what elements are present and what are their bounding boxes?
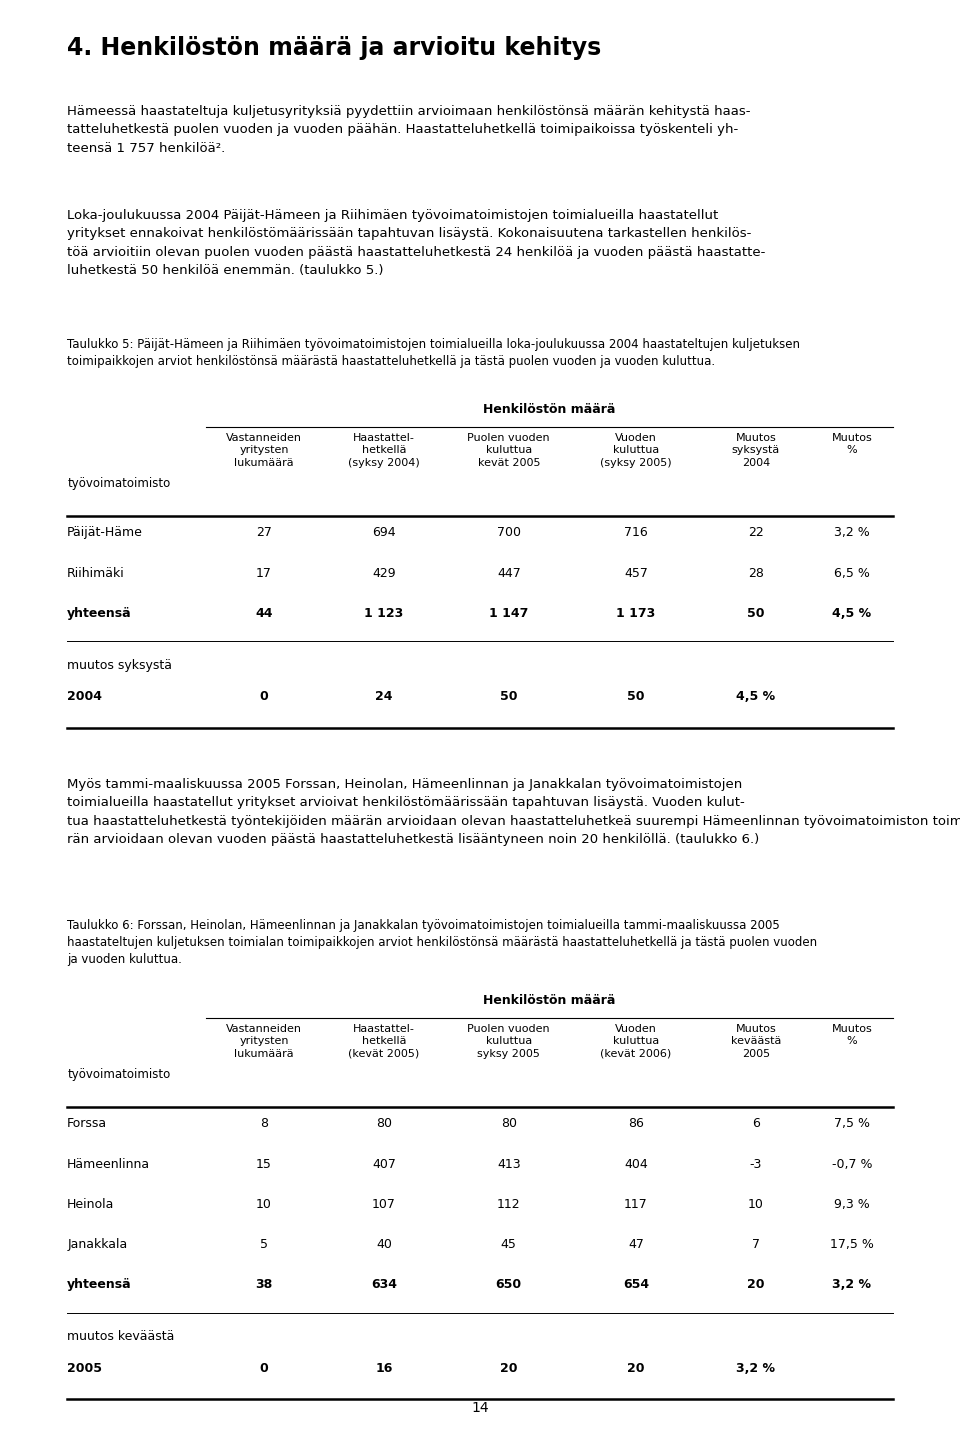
- Text: 47: 47: [628, 1238, 644, 1251]
- Text: 457: 457: [624, 567, 648, 580]
- Text: Muutos
keväästä
2005: Muutos keväästä 2005: [731, 1024, 781, 1058]
- Text: Vastanneiden
yritysten
lukumäärä: Vastanneiden yritysten lukumäärä: [226, 433, 302, 467]
- Text: Taulukko 6: Forssan, Heinolan, Hämeenlinnan ja Janakkalan työvoimatoimistojen to: Taulukko 6: Forssan, Heinolan, Hämeenlin…: [67, 919, 817, 966]
- Text: 4. Henkilöstön määrä ja arvioitu kehitys: 4. Henkilöstön määrä ja arvioitu kehitys: [67, 36, 602, 60]
- Text: 447: 447: [497, 567, 520, 580]
- Text: Forssa: Forssa: [67, 1117, 108, 1130]
- Text: Muutos
syksystä
2004: Muutos syksystä 2004: [732, 433, 780, 467]
- Text: 112: 112: [497, 1198, 520, 1211]
- Text: 650: 650: [495, 1278, 522, 1291]
- Text: 6,5 %: 6,5 %: [834, 567, 870, 580]
- Text: Hämeessä haastateltuja kuljetusyrityksiä pyydettiin arvioimaan henkilöstönsä mää: Hämeessä haastateltuja kuljetusyrityksiä…: [67, 105, 751, 155]
- Text: 44: 44: [255, 607, 273, 620]
- Text: 15: 15: [256, 1158, 272, 1171]
- Text: 654: 654: [623, 1278, 649, 1291]
- Text: Janakkala: Janakkala: [67, 1238, 128, 1251]
- Text: 40: 40: [376, 1238, 392, 1251]
- Text: Henkilöstön määrä: Henkilöstön määrä: [484, 994, 615, 1007]
- Text: muutos syksystä: muutos syksystä: [67, 659, 172, 672]
- Text: 38: 38: [255, 1278, 273, 1291]
- Text: 10: 10: [256, 1198, 272, 1211]
- Text: 3,2 %: 3,2 %: [834, 526, 870, 539]
- Text: 634: 634: [371, 1278, 397, 1291]
- Text: yhteensä: yhteensä: [67, 607, 132, 620]
- Text: 7: 7: [752, 1238, 760, 1251]
- Text: 16: 16: [375, 1362, 393, 1375]
- Text: 50: 50: [627, 690, 645, 703]
- Text: Haastattel-
hetkellä
(syksy 2004): Haastattel- hetkellä (syksy 2004): [348, 433, 420, 467]
- Text: 86: 86: [628, 1117, 644, 1130]
- Text: 17,5 %: 17,5 %: [830, 1238, 874, 1251]
- Text: 7,5 %: 7,5 %: [834, 1117, 870, 1130]
- Text: 407: 407: [372, 1158, 396, 1171]
- Text: 4,5 %: 4,5 %: [736, 690, 776, 703]
- Text: 3,2 %: 3,2 %: [736, 1362, 776, 1375]
- Text: Henkilöstön määrä: Henkilöstön määrä: [484, 403, 615, 416]
- Text: 2004: 2004: [67, 690, 102, 703]
- Text: 716: 716: [624, 526, 648, 539]
- Text: Hämeenlinna: Hämeenlinna: [67, 1158, 151, 1171]
- Text: Puolen vuoden
kuluttua
kevät 2005: Puolen vuoden kuluttua kevät 2005: [468, 433, 550, 467]
- Text: 4,5 %: 4,5 %: [832, 607, 872, 620]
- Text: -0,7 %: -0,7 %: [831, 1158, 873, 1171]
- Text: 80: 80: [501, 1117, 516, 1130]
- Text: 0: 0: [259, 690, 269, 703]
- Text: Puolen vuoden
kuluttua
syksy 2005: Puolen vuoden kuluttua syksy 2005: [468, 1024, 550, 1058]
- Text: 117: 117: [624, 1198, 648, 1211]
- Text: Myös tammi-maaliskuussa 2005 Forssan, Heinolan, Hämeenlinnan ja Janakkalan työvo: Myös tammi-maaliskuussa 2005 Forssan, He…: [67, 778, 960, 847]
- Text: 1 173: 1 173: [616, 607, 656, 620]
- Text: 107: 107: [372, 1198, 396, 1211]
- Text: 22: 22: [748, 526, 764, 539]
- Text: työvoimatoimisto: työvoimatoimisto: [67, 477, 171, 490]
- Text: Vuoden
kuluttua
(kevät 2006): Vuoden kuluttua (kevät 2006): [600, 1024, 672, 1058]
- Text: 27: 27: [256, 526, 272, 539]
- Text: 9,3 %: 9,3 %: [834, 1198, 870, 1211]
- Text: Muutos
%: Muutos %: [831, 433, 873, 456]
- Text: 28: 28: [748, 567, 764, 580]
- Text: Heinola: Heinola: [67, 1198, 114, 1211]
- Text: Vuoden
kuluttua
(syksy 2005): Vuoden kuluttua (syksy 2005): [600, 433, 672, 467]
- Text: 17: 17: [256, 567, 272, 580]
- Text: Loka-joulukuussa 2004 Päijät-Hämeen ja Riihimäen työvoimatoimistojen toimialueil: Loka-joulukuussa 2004 Päijät-Hämeen ja R…: [67, 209, 765, 278]
- Text: 413: 413: [497, 1158, 520, 1171]
- Text: 24: 24: [375, 690, 393, 703]
- Text: yhteensä: yhteensä: [67, 1278, 132, 1291]
- Text: Riihimäki: Riihimäki: [67, 567, 125, 580]
- Text: 20: 20: [747, 1278, 765, 1291]
- Text: 8: 8: [260, 1117, 268, 1130]
- Text: 700: 700: [497, 526, 520, 539]
- Text: 1 147: 1 147: [489, 607, 529, 620]
- Text: -3: -3: [750, 1158, 762, 1171]
- Text: 45: 45: [501, 1238, 516, 1251]
- Text: 50: 50: [747, 607, 765, 620]
- Text: 20: 20: [627, 1362, 645, 1375]
- Text: 1 123: 1 123: [365, 607, 403, 620]
- Text: muutos keväästä: muutos keväästä: [67, 1330, 175, 1343]
- Text: Muutos
%: Muutos %: [831, 1024, 873, 1047]
- Text: Haastattel-
hetkellä
(kevät 2005): Haastattel- hetkellä (kevät 2005): [348, 1024, 420, 1058]
- Text: Taulukko 5: Päijät-Hämeen ja Riihimäen työvoimatoimistojen toimialueilla loka-jo: Taulukko 5: Päijät-Hämeen ja Riihimäen t…: [67, 338, 801, 368]
- Text: 20: 20: [500, 1362, 517, 1375]
- Text: työvoimatoimisto: työvoimatoimisto: [67, 1068, 171, 1081]
- Text: 50: 50: [500, 690, 517, 703]
- Text: 10: 10: [748, 1198, 764, 1211]
- Text: 429: 429: [372, 567, 396, 580]
- Text: 6: 6: [752, 1117, 760, 1130]
- Text: 3,2 %: 3,2 %: [832, 1278, 872, 1291]
- Text: 80: 80: [376, 1117, 392, 1130]
- Text: 694: 694: [372, 526, 396, 539]
- Text: Vastanneiden
yritysten
lukumäärä: Vastanneiden yritysten lukumäärä: [226, 1024, 302, 1058]
- Text: 2005: 2005: [67, 1362, 102, 1375]
- Text: 14: 14: [471, 1401, 489, 1415]
- Text: 0: 0: [259, 1362, 269, 1375]
- Text: Päijät-Häme: Päijät-Häme: [67, 526, 143, 539]
- Text: 404: 404: [624, 1158, 648, 1171]
- Text: 5: 5: [260, 1238, 268, 1251]
